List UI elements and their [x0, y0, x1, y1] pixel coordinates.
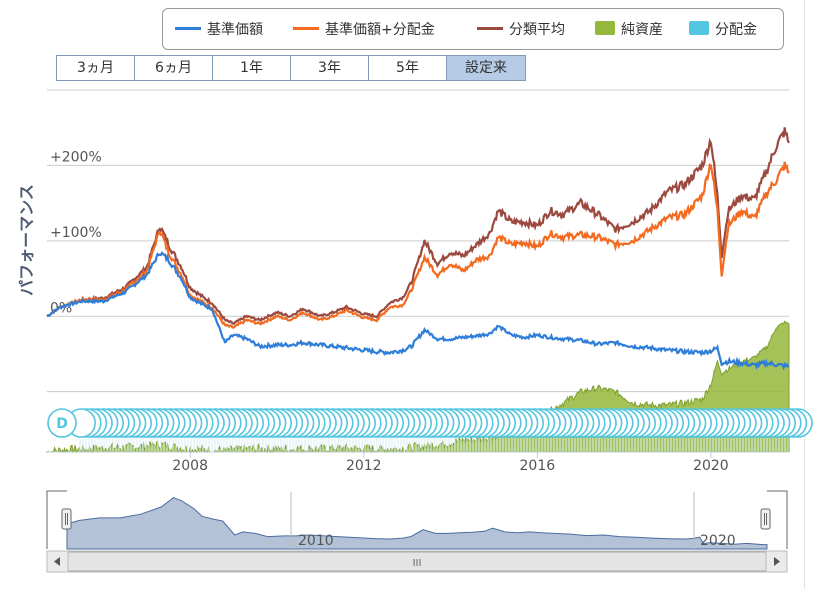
range-1y-button[interactable]: 1年: [213, 55, 291, 81]
range-5y-button[interactable]: 5年: [369, 55, 447, 81]
y-tick-label: +100%: [50, 225, 102, 241]
legend-swatch: [293, 26, 319, 30]
y-axis-label: パフォーマンス: [17, 184, 36, 296]
navigator-left-handle[interactable]: [61, 508, 72, 530]
legend-item-net-assets[interactable]: 純資産: [595, 21, 663, 39]
legend-label: 基準価額+分配金: [325, 22, 435, 38]
legend-swatch: [477, 26, 503, 30]
navigator[interactable]: 2010 2020: [46, 490, 788, 550]
legend-label: 基準価額: [207, 22, 263, 38]
x-tick-label: 2020: [693, 458, 729, 474]
y-tick-labels: +200%+100%0%: [50, 149, 102, 316]
legend-label: 分類平均: [509, 22, 565, 38]
legend-label: 分配金: [715, 22, 757, 38]
legend-swatch: [175, 26, 201, 30]
series-nav-with-distribution-line: [46, 161, 790, 329]
scrollbar-grip: III: [413, 558, 422, 569]
navigator-right-handle[interactable]: [760, 508, 771, 530]
chart-legend: 基準価額 基準価額+分配金 分類平均 純資産 分配金: [162, 8, 784, 50]
legend-label: 純資産: [621, 22, 663, 38]
legend-item-nav[interactable]: 基準価額: [175, 21, 263, 39]
scrollbar[interactable]: III: [46, 550, 788, 573]
x-tick-label: 2016: [520, 458, 556, 474]
range-all-button[interactable]: 設定来: [447, 55, 526, 81]
y-tick-label: +200%: [50, 149, 102, 165]
range-3y-button[interactable]: 3年: [291, 55, 369, 81]
scroll-right-arrow[interactable]: [765, 550, 788, 573]
navigator-tick-2010: 2010: [298, 533, 334, 549]
legend-swatch: [689, 21, 709, 35]
legend-item-distributions[interactable]: 分配金: [689, 21, 757, 39]
series-nav-line: [46, 251, 790, 371]
page-edge-divider: [804, 0, 805, 589]
distribution-flag-letter: D: [56, 416, 68, 432]
range-selector: 3ヵ月 6ヵ月 1年 3年 5年 設定来: [56, 55, 526, 81]
range-6m-button[interactable]: 6ヵ月: [135, 55, 213, 81]
navigator-tick-2020: 2020: [700, 533, 736, 549]
series-lines: [46, 127, 790, 371]
scroll-left-arrow[interactable]: [46, 550, 69, 573]
series-category-average-line: [46, 127, 790, 326]
x-tick-label: 2008: [172, 458, 208, 474]
navigator-series: [66, 497, 768, 550]
x-tick-label: 2012: [346, 458, 382, 474]
grid-lines: [47, 89, 789, 393]
legend-item-category-average[interactable]: 分類平均: [477, 21, 565, 39]
distribution-flags[interactable]: D: [47, 408, 813, 451]
legend-swatch: [595, 21, 615, 35]
distribution-flag[interactable]: [47, 408, 77, 438]
navigator-frame: [46, 490, 788, 549]
x-axis: 2008 2012 2016 2020: [47, 451, 789, 474]
range-3m-button[interactable]: 3ヵ月: [56, 55, 135, 81]
legend-item-nav-with-distribution[interactable]: 基準価額+分配金: [293, 21, 435, 39]
